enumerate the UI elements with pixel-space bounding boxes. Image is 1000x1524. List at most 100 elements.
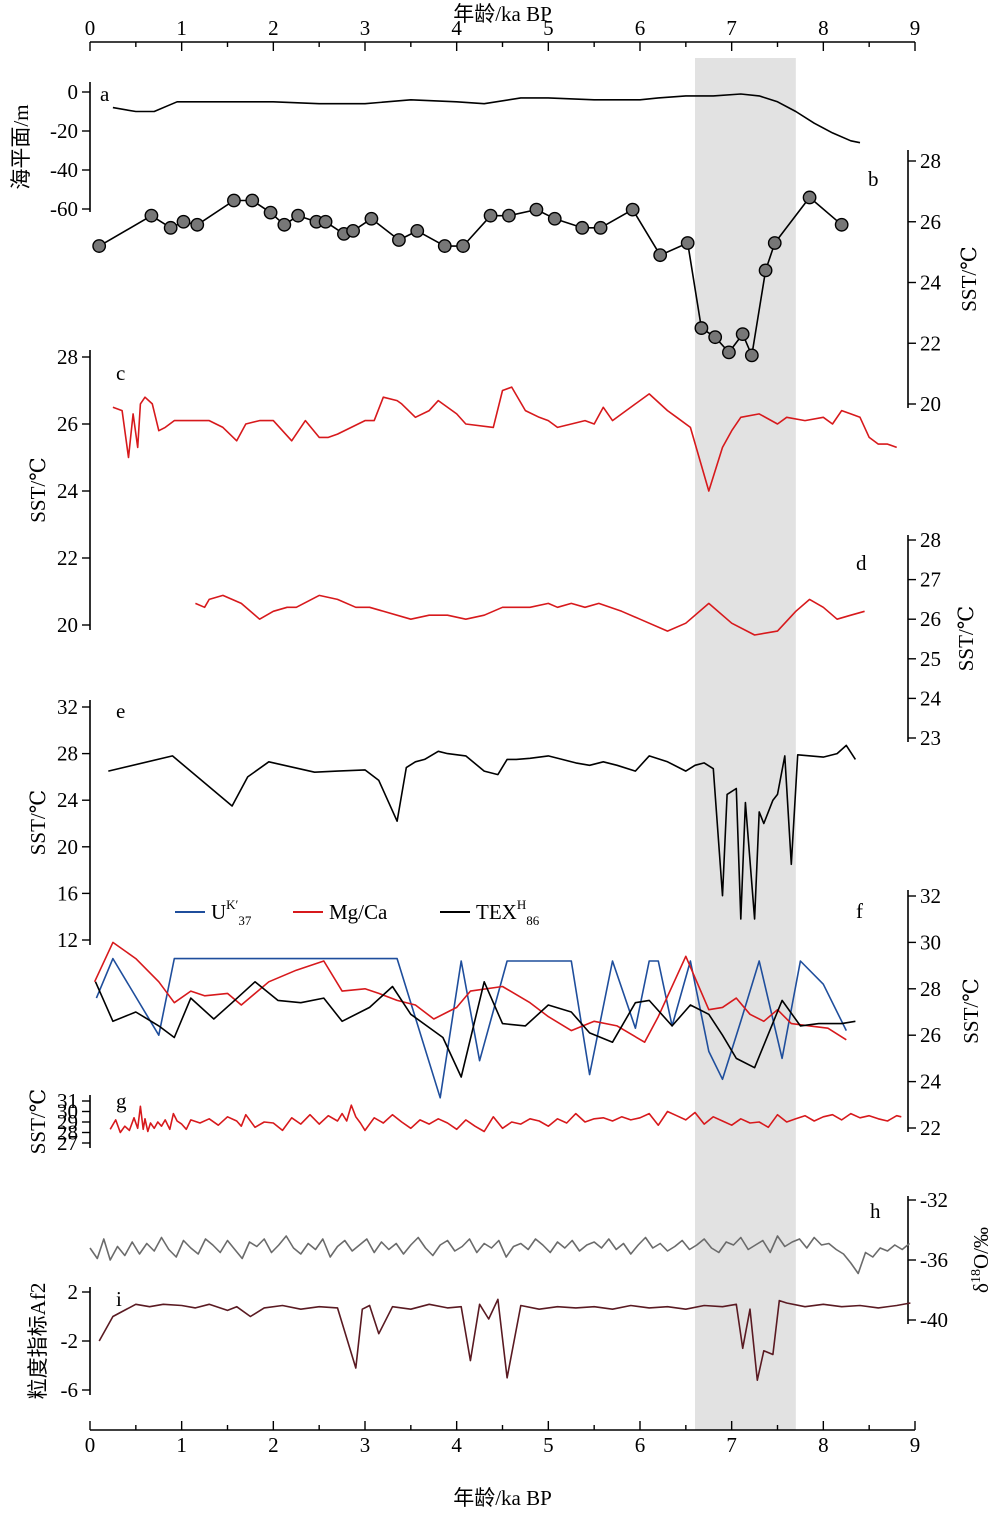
panel-e-y-tick-label: 28 xyxy=(57,742,78,766)
panel-e-y-label: SST/℃ xyxy=(26,790,50,856)
top-x-tick-label: 4 xyxy=(451,16,462,40)
legend-main: Mg/Ca xyxy=(329,900,388,924)
panel-a-y-tick-label: -20 xyxy=(50,119,78,143)
panel-f-y-tick-label: 26 xyxy=(920,1023,941,1047)
top-x-ticks: 0 1 2 3 4 5 6 7 8 9 xyxy=(85,16,920,51)
bottom-x-tick-label: 4 xyxy=(451,1433,462,1457)
panel-a-y-tick-label: -60 xyxy=(50,197,78,221)
panel-b-point xyxy=(364,211,379,226)
panel-i-letter: i xyxy=(116,1287,122,1311)
panel-d-y-tick-label: 28 xyxy=(920,528,941,552)
panel-c-letter: c xyxy=(116,361,125,385)
shaded-interval xyxy=(695,58,796,1430)
panel-f-y-tick-label: 24 xyxy=(920,1070,942,1094)
bottom-x-tick-label: 6 xyxy=(635,1433,646,1457)
legend-item-2: TEXH86 xyxy=(440,897,540,928)
panel-g-y-tick-label: 28 xyxy=(57,1121,78,1145)
panel-b-point xyxy=(834,217,849,232)
top-x-tick-label: 1 xyxy=(176,16,187,40)
panel-a-y-tick-label: 0 xyxy=(68,80,79,104)
panel-b-point xyxy=(529,202,544,217)
legend-main: U xyxy=(211,900,226,924)
panel-e-y-tick-label: 20 xyxy=(57,835,78,859)
panel-b-y-tick-label: 28 xyxy=(920,149,941,173)
top-x-tick-label: 8 xyxy=(818,16,829,40)
panel-f-y-label: SST/℃ xyxy=(959,978,983,1044)
isotope-unit: O/‰ xyxy=(969,1227,993,1269)
panel-i-y-label: 粒度指标Af2 xyxy=(26,1283,50,1400)
panel-b-point xyxy=(163,220,178,235)
panel-b-point xyxy=(190,217,205,232)
panel-b-point xyxy=(802,190,817,205)
legend-item-0: UK′37 xyxy=(175,897,252,928)
panel-c-y-tick-label: 26 xyxy=(57,412,78,436)
panel-g-series-line xyxy=(109,1104,902,1134)
panel-b-point xyxy=(277,217,292,232)
panel-b-point xyxy=(291,208,305,223)
bottom-x-tick-label: 5 xyxy=(543,1433,554,1457)
panel-b-point xyxy=(708,330,723,345)
panel-g-y-tick-label: 27 xyxy=(57,1131,78,1155)
panel-c-y-tick-label: 20 xyxy=(57,613,78,637)
legend: UK′37 Mg/Ca TEXH86 xyxy=(175,897,540,928)
panel-b-point xyxy=(437,239,452,253)
panel-b-point xyxy=(575,220,590,235)
panel-d: 23 24 25 26 27 28 SST/℃ d xyxy=(195,528,978,750)
legend-main: TEX xyxy=(476,900,517,924)
panel-d-y-tick-label: 24 xyxy=(920,686,942,710)
bottom-x-tick-label: 3 xyxy=(360,1433,371,1457)
panel-b-point xyxy=(735,327,750,342)
panel-b: 20 22 24 26 28 SST/℃ b xyxy=(92,149,981,416)
panel-b-point xyxy=(144,208,159,223)
panel-b-point xyxy=(502,208,516,223)
top-x-axis-label: 年龄/ka BP xyxy=(453,2,552,26)
panel-e-series-line xyxy=(108,744,857,920)
panel-d-y-tick-label: 23 xyxy=(920,726,941,750)
panel-i-y-tick-label: -6 xyxy=(61,1378,79,1402)
panel-b-point xyxy=(744,348,759,363)
panel-g-y-tick-label: 30 xyxy=(57,1100,78,1124)
panel-g-y-tick-label: 29 xyxy=(57,1110,78,1134)
top-x-tick-label: 0 xyxy=(85,16,96,40)
top-x-tick-label: 2 xyxy=(268,16,279,40)
legend-label: UK′37 xyxy=(211,897,252,928)
panel-d-letter: d xyxy=(856,551,867,575)
panel-b-point xyxy=(722,345,736,360)
top-x-tick-label: 5 xyxy=(543,16,554,40)
panels: 0 -20 -40 -60 海平面/m a 20 22 24 26 28 SST/℃ b 20 22 24 26… xyxy=(9,80,993,1402)
panel-e-y-tick-label: 32 xyxy=(57,695,78,719)
panel-c-y-tick-label: 24 xyxy=(57,479,79,503)
panel-f-y-tick-label: 22 xyxy=(920,1116,941,1140)
panel-b-point xyxy=(680,236,695,250)
legend-sup: K′ xyxy=(226,897,238,912)
panel-h-y-tick-label: -32 xyxy=(920,1188,948,1212)
panel-b-y-tick-label: 22 xyxy=(920,331,941,355)
panel-b-point xyxy=(653,248,668,263)
panel-f-letter: f xyxy=(856,899,863,923)
panel-c-y-label: SST/℃ xyxy=(26,457,50,523)
panel-a: 0 -20 -40 -60 海平面/m a xyxy=(9,80,861,221)
legend-sup: H xyxy=(517,897,526,912)
panel-b-point xyxy=(456,239,470,253)
panel-b-y-tick-label: 26 xyxy=(920,210,941,234)
panel-b-point xyxy=(346,223,360,238)
bottom-x-tick-label: 2 xyxy=(268,1433,279,1457)
panel-b-y-tick-label: 24 xyxy=(920,271,942,295)
panel-f-series-line-1 xyxy=(93,941,847,1043)
panel-i-series-line xyxy=(98,1298,911,1381)
panel-b-point xyxy=(483,208,498,223)
bottom-x-tick-label: 1 xyxy=(176,1433,187,1457)
panel-b-point xyxy=(92,239,107,253)
legend-sub: 37 xyxy=(238,913,252,928)
panel-e-y-tick-label: 12 xyxy=(57,928,78,952)
panel-e-y-tick-label: 24 xyxy=(57,788,79,812)
panel-f: 22 24 26 28 30 32 SST/℃ f xyxy=(93,884,983,1140)
panel-e-y-tick-label: 16 xyxy=(57,881,78,905)
panel-b-point xyxy=(410,223,425,238)
panel-c-y-tick-label: 22 xyxy=(57,546,78,570)
panel-c-y-tick-label: 28 xyxy=(57,345,78,369)
panel-d-y-tick-label: 25 xyxy=(920,647,941,671)
panel-g-y-label: SST/℃ xyxy=(26,1089,50,1155)
panel-g-y-tick-label: 31 xyxy=(57,1089,78,1113)
